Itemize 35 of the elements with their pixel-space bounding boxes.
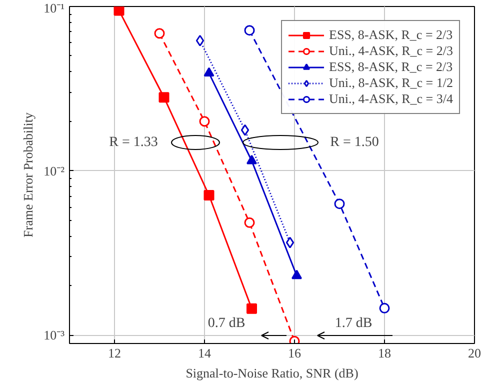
legend-label: ESS, 8-ASK, R_c = 2/3 (329, 59, 453, 75)
point (244, 217, 255, 228)
legend-label: Uni., 8-ASK, R_c = 1/2 (329, 75, 453, 91)
x-tick-label: 18 (378, 346, 391, 360)
annotation: R = 1.50 (330, 135, 379, 150)
x-axis-title: Signal-to-Noise Ratio, SNR (dB) (186, 366, 358, 380)
point (114, 6, 124, 16)
x-tick-label: 14 (198, 346, 212, 360)
y-tick-label: 10⁻¹ (44, 0, 65, 16)
y-tick-label: 10⁻³ (44, 328, 65, 343)
annotation: R = 1.33 (109, 135, 158, 150)
point (246, 303, 257, 314)
point (244, 25, 255, 36)
y-axis-title: Frame Error Probability (20, 112, 36, 238)
point (246, 154, 257, 164)
point (199, 116, 210, 127)
point (334, 198, 345, 210)
x-tick-label: 12 (108, 346, 121, 360)
point (379, 302, 390, 314)
point (158, 92, 170, 103)
x-tick-label: 20 (468, 346, 481, 360)
point (292, 270, 302, 280)
point (204, 190, 214, 201)
point (240, 124, 250, 136)
point (286, 236, 294, 248)
legend-label: Uni., 4-ASK, R_c = 2/3 (329, 43, 453, 59)
annotation: 0.7 dB (208, 316, 246, 331)
point (196, 34, 204, 46)
point (154, 28, 165, 39)
y-tick-label: 10⁻² (44, 163, 65, 178)
legend-label: ESS, 8-ASK, R_c = 2/3 (329, 27, 453, 43)
legend-label: Uni., 4-ASK, R_c = 3/4 (329, 91, 453, 107)
annotation: 1.7 dB (334, 316, 372, 331)
point (204, 67, 214, 77)
x-tick-label: 16 (288, 346, 302, 360)
